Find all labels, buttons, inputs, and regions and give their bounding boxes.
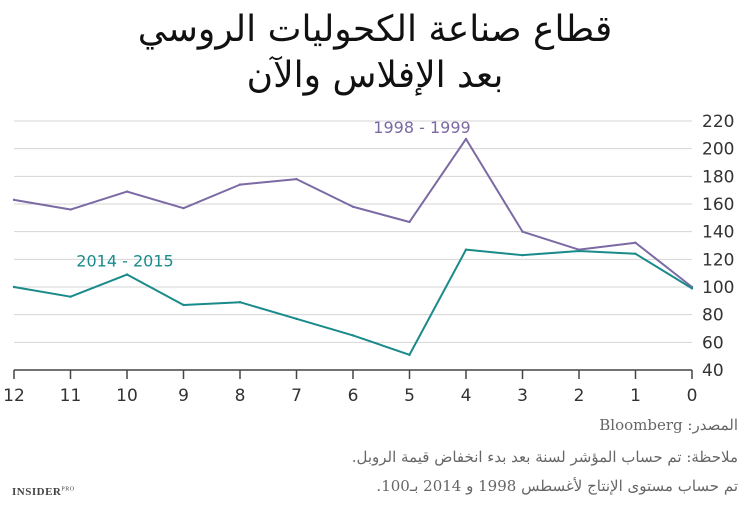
x-tick-label: 10 [116, 386, 138, 406]
chart-title-line-1: قطاع صناعة الكحوليات الروسي [137, 9, 613, 50]
y-tick-label: 80 [702, 306, 724, 326]
data-point [690, 287, 694, 290]
data-point [12, 198, 16, 202]
x-tick-label: 2 [574, 386, 585, 406]
x-tick-label: 9 [178, 386, 189, 406]
series-label-2014: 2014 - 2015 [76, 252, 173, 271]
y-tick-label: 160 [702, 195, 734, 215]
data-point [69, 295, 72, 298]
footnote-1: ملاحظة: تم حساب المؤشر لسنة بعد بدء انخف… [351, 448, 738, 466]
data-point [238, 183, 242, 186]
footnote-2: تم حساب مستوى الإنتاج لأغسطس 1998 و 2014… [376, 477, 738, 495]
data-point [464, 137, 468, 141]
data-point [12, 285, 16, 289]
x-tick-label: 4 [461, 386, 472, 406]
data-point [69, 208, 72, 211]
data-point [182, 206, 185, 210]
y-tick-label: 100 [702, 278, 734, 298]
data-point [634, 252, 637, 255]
data-point [295, 317, 298, 321]
data-point [521, 253, 524, 257]
data-point [634, 241, 637, 244]
y-tick-label: 140 [702, 223, 734, 243]
x-tick-label: 8 [235, 386, 246, 406]
series-label-1998: 1998 - 1999 [373, 118, 470, 137]
y-tick-label: 120 [702, 250, 734, 270]
y-tick-label: 220 [702, 112, 734, 132]
data-point [238, 301, 242, 304]
x-tick-label: 7 [291, 386, 302, 406]
data-point [408, 353, 411, 356]
data-point [408, 220, 411, 224]
insider-pro-logo: INSIDERPRO [12, 486, 75, 498]
x-tick-label: 12 [3, 386, 25, 406]
data-point [577, 249, 581, 253]
x-tick-label: 3 [517, 386, 528, 406]
data-point [464, 248, 468, 251]
y-tick-label: 40 [702, 361, 724, 381]
logo-text: INSIDER [12, 486, 62, 498]
data-point [521, 230, 524, 233]
data-point [125, 190, 129, 193]
x-tick-label: 1 [630, 386, 641, 406]
y-tick-label: 60 [702, 333, 724, 353]
source-note: المصدر: Bloomberg [599, 416, 738, 434]
chart-title-line-2: بعد الإفلاس والآن [246, 55, 504, 96]
y-tick-label: 200 [702, 140, 734, 160]
x-tick-label: 0 [687, 386, 698, 406]
y-tick-label: 180 [702, 167, 734, 187]
data-point [295, 177, 298, 181]
logo-sup: PRO [61, 486, 75, 493]
data-point [351, 205, 355, 208]
x-tick-label: 6 [348, 386, 359, 406]
x-tick-label: 11 [60, 386, 82, 406]
data-point [351, 334, 355, 337]
x-tick-label: 5 [404, 386, 415, 406]
data-point [125, 273, 129, 276]
data-point [182, 303, 185, 307]
